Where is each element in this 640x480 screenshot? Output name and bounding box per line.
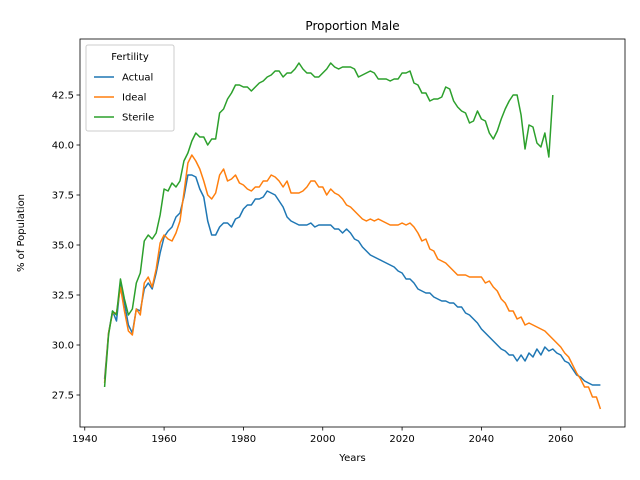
x-tick-label: 2000	[310, 434, 335, 445]
series-line-ideal	[103, 154, 602, 410]
x-tick-label: 1940	[72, 434, 97, 445]
legend-label-actual: Actual	[122, 73, 153, 84]
x-tick-label: 1980	[231, 434, 256, 445]
chart-title: Proportion Male	[305, 19, 399, 33]
y-tick-label: 42.5	[52, 91, 74, 102]
series-layer	[103, 62, 602, 410]
y-tick-label: 32.5	[52, 291, 74, 302]
x-tick-label: 2060	[548, 434, 573, 445]
series-line-actual	[103, 174, 601, 386]
x-tick-label: 2020	[389, 434, 414, 445]
y-axis-label: % of Population	[16, 194, 27, 272]
legend: Fertility Actual Ideal Sterile	[85, 44, 175, 132]
legend-box	[85, 44, 175, 132]
series-line-sterile	[103, 62, 554, 388]
y-tick-label: 30.0	[52, 341, 74, 352]
x-tick-label: 1960	[151, 434, 176, 445]
y-tick-label: 27.5	[52, 391, 74, 402]
x-tick-label: 2040	[469, 434, 494, 445]
y-axis: 27.5 30.0 32.5 35.0 37.5 40.0 42.5	[52, 91, 80, 402]
y-tick-label: 37.5	[52, 191, 74, 202]
legend-label-ideal: Ideal	[122, 93, 146, 104]
y-tick-label: 35.0	[52, 241, 74, 252]
x-axis: 1940 1960 1980 2000 2020 2040 2060	[72, 427, 573, 445]
legend-title: Fertility	[111, 52, 149, 63]
y-tick-label: 40.0	[52, 141, 74, 152]
x-axis-label: Years	[338, 453, 365, 464]
plot-frame	[79, 38, 626, 428]
legend-label-sterile: Sterile	[122, 113, 154, 124]
